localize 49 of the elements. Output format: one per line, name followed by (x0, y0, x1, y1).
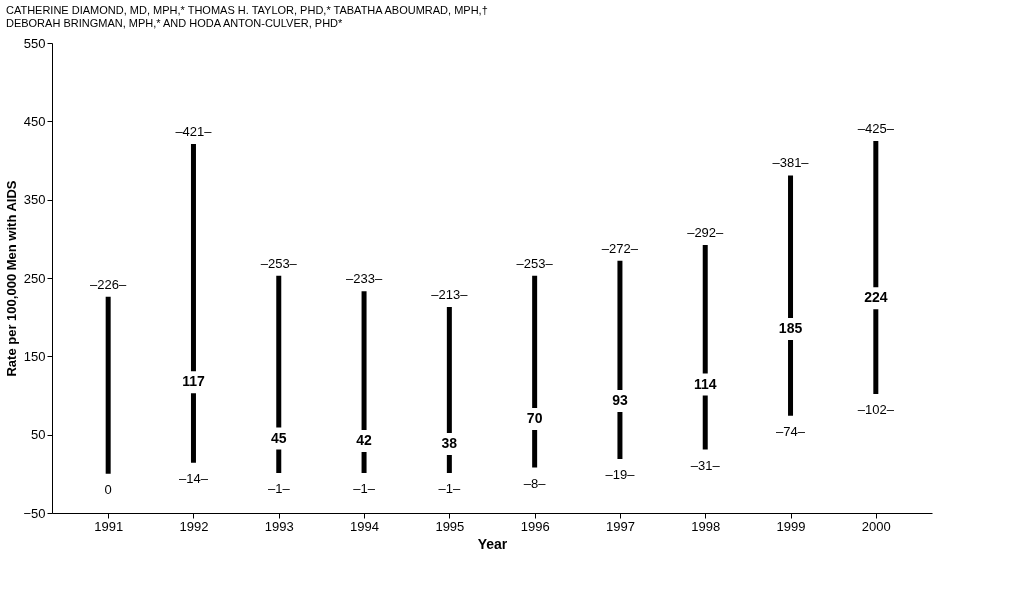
annotation: 224 (864, 289, 888, 306)
y-tick-label: 350 (23, 192, 46, 208)
annotation: 117 (182, 373, 205, 390)
annotation: –292– (687, 225, 725, 241)
y-tick-label: 450 (23, 113, 46, 129)
x-tick-label: 1993 (264, 518, 294, 534)
x-tick-label: 1998 (691, 518, 721, 534)
annotation: 45 (270, 429, 287, 446)
x-tick-label: 2000 (861, 518, 891, 534)
annotation: –102– (857, 401, 895, 417)
annotation: –421– (175, 124, 213, 140)
annotation: –272– (601, 240, 639, 256)
annotation: –213– (431, 286, 469, 302)
y-tick-label: 50 (31, 427, 46, 443)
annotation: –425– (857, 120, 895, 136)
y-tick-label: 550 (23, 35, 46, 51)
annotation: 38 (441, 435, 458, 452)
x-axis-title: Year (477, 535, 508, 552)
y-axis-title: Rate per 100,000 Men with AIDS (4, 180, 20, 377)
annotation: 93 (612, 391, 628, 408)
annotation: –253– (516, 255, 554, 271)
y-tick-label: 150 (23, 348, 46, 364)
x-tick-label: 1999 (776, 518, 806, 534)
annotation: –233– (345, 271, 383, 287)
annotation: –381– (772, 155, 810, 171)
x-tick-label: 1997 (605, 518, 635, 534)
annotation: –74– (776, 423, 806, 439)
chart-title: CATHERINE DIAMOND, MD, MPH,* THOMAS H. TAYLOR, PHD,* TABATHA ABOUMRAD, MPH,† DEBORAH BRINGMAN, MPH,* AND HODA ANTON-CULVER, PHD* (5, 4, 488, 29)
annotation: 114 (693, 375, 717, 392)
x-tick-label: 1991 (94, 518, 124, 534)
x-tick-label: 1996 (520, 518, 550, 534)
y-tick-label: 250 (23, 270, 46, 286)
y-tick-label: −50 (23, 505, 46, 521)
annotation: 70 (526, 410, 543, 426)
annotation: –1– (438, 481, 461, 497)
annotation: –253– (260, 255, 298, 271)
annotation: –1– (267, 481, 291, 497)
x-tick-label: 1994 (350, 518, 380, 534)
annotation: –226– (90, 276, 128, 292)
annotation: 185 (778, 319, 803, 336)
annotation: 0 (104, 481, 112, 497)
annotation: –19– (605, 466, 636, 482)
annotation: –8– (523, 475, 547, 491)
annotation: 42 (356, 431, 373, 448)
x-tick-label: 1995 (435, 518, 465, 534)
annotation: –14– (179, 470, 209, 486)
annotation: –1– (353, 481, 376, 497)
annotation: –31– (690, 457, 721, 473)
x-tick-label: 1992 (179, 518, 209, 534)
